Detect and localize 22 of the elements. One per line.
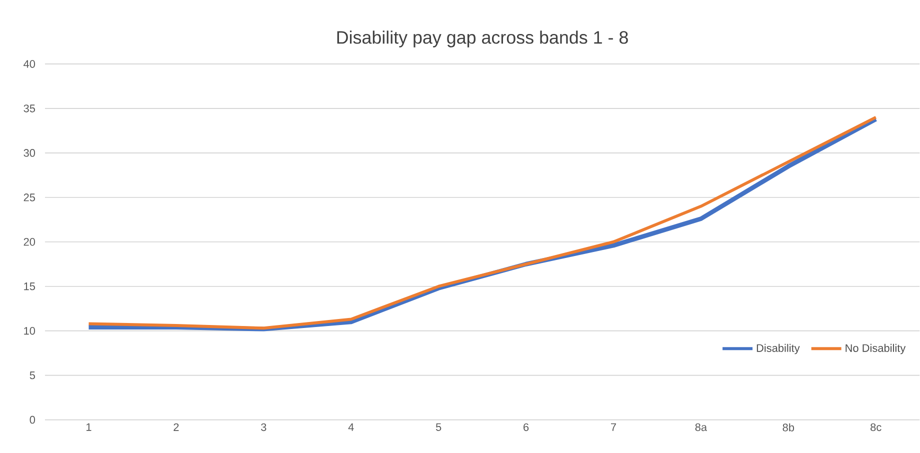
x-tick-label: 4 xyxy=(348,423,354,431)
y-tick-label: 5 xyxy=(30,372,36,380)
y-tick-label: 10 xyxy=(24,327,36,335)
y-tick-label: 20 xyxy=(24,238,36,246)
x-tick-label: 3 xyxy=(261,423,266,432)
x-tick-label: 8c xyxy=(870,423,882,432)
x-tick-label: 5 xyxy=(436,423,442,432)
legend-label: No Disability xyxy=(846,344,906,354)
y-tick-label: 30 xyxy=(24,149,36,157)
y-tick-label: 35 xyxy=(24,104,36,112)
y-tick-label: 0 xyxy=(30,416,36,424)
x-tick-label: 7 xyxy=(611,423,616,431)
x-tick-label: 6 xyxy=(524,423,529,432)
x-tick-label: 1 xyxy=(86,423,92,431)
x-tick-label: 8a xyxy=(695,423,708,432)
x-tick-label: 8b xyxy=(782,423,794,432)
chart-title: Disability pay gap across bands 1 - 8 xyxy=(337,30,628,48)
legend-label: Disability xyxy=(756,344,800,354)
y-tick-label: 25 xyxy=(24,194,36,202)
x-tick-label: 2 xyxy=(174,423,179,432)
y-tick-label: 15 xyxy=(24,282,36,290)
y-tick-label: 40 xyxy=(24,60,36,68)
